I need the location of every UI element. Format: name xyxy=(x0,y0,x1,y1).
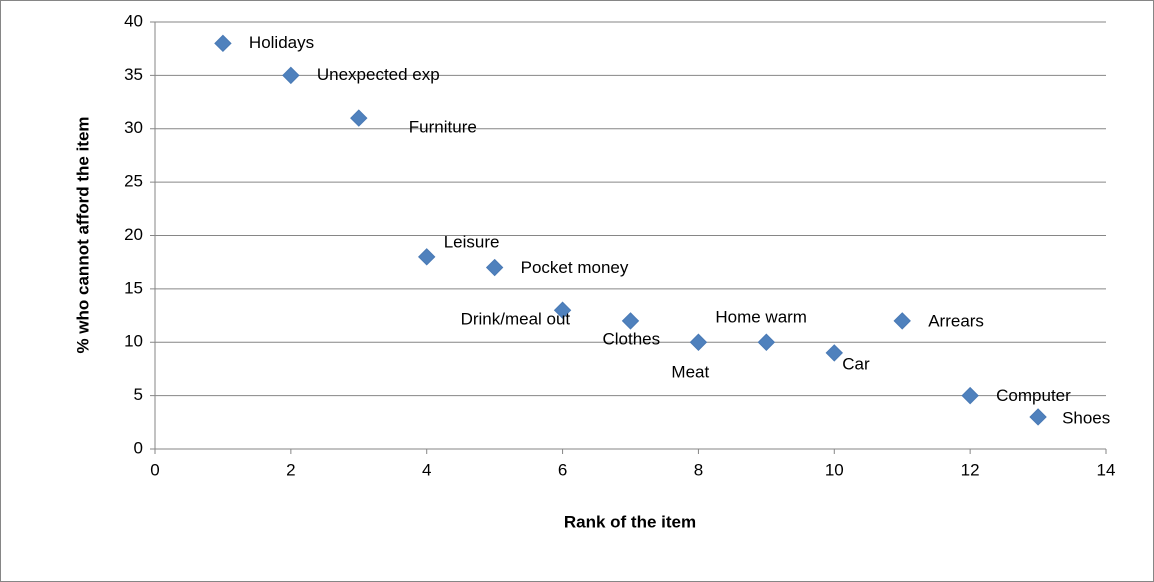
x-axis-title: Rank of the item xyxy=(564,512,696,531)
point-label: Unexpected exp xyxy=(317,65,440,84)
x-tick-label: 2 xyxy=(286,460,295,479)
point-label: Arrears xyxy=(928,311,984,330)
y-tick-label: 25 xyxy=(124,172,143,191)
y-tick-label: 35 xyxy=(124,65,143,84)
x-tick-label: 8 xyxy=(694,460,703,479)
point-label: Furniture xyxy=(409,118,477,137)
x-tick-label: 4 xyxy=(422,460,431,479)
point xyxy=(214,34,232,53)
point xyxy=(689,333,708,351)
x-tick-label: 10 xyxy=(825,460,844,479)
y-tick-label: 5 xyxy=(134,385,143,404)
point xyxy=(621,312,640,330)
point-label: Car xyxy=(842,354,870,373)
x-tick-label: 14 xyxy=(1097,460,1116,479)
point-label: Meat xyxy=(671,363,709,382)
x-tick-label: 6 xyxy=(558,460,567,479)
x-tick-label: 12 xyxy=(961,460,980,479)
point-label: Drink/meal out xyxy=(461,310,571,329)
y-tick-label: 15 xyxy=(124,278,143,297)
point-label: Pocket money xyxy=(521,258,629,277)
point-label: Shoes xyxy=(1062,408,1110,427)
y-tick-label: 20 xyxy=(124,225,143,244)
point xyxy=(418,248,436,266)
point-label: Computer xyxy=(996,386,1071,405)
y-tick-label: 30 xyxy=(124,118,143,137)
point xyxy=(553,301,572,319)
y-tick-label: 40 xyxy=(124,11,143,30)
point xyxy=(825,344,843,362)
point xyxy=(485,258,504,277)
point xyxy=(757,333,776,351)
point xyxy=(1029,408,1047,426)
point xyxy=(282,66,300,85)
point-label: Holidays xyxy=(249,33,314,52)
point xyxy=(961,386,979,405)
x-tick-label: 0 xyxy=(150,460,159,479)
point-label: Leisure xyxy=(444,232,500,251)
point-label: Home warm xyxy=(715,308,807,327)
point xyxy=(893,312,911,330)
y-axis-title: % who cannot afford the item xyxy=(73,116,92,353)
y-tick-label: 10 xyxy=(124,332,143,351)
point xyxy=(350,109,368,127)
point-label: Clothes xyxy=(603,329,661,348)
y-tick-label: 0 xyxy=(134,438,143,457)
